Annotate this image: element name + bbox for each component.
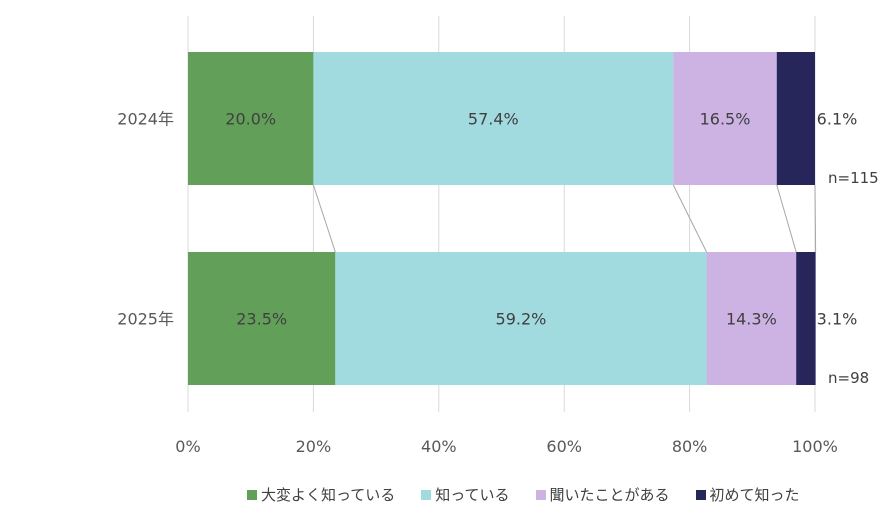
data-label: 57.4% <box>468 110 519 129</box>
x-axis-tick-labels: 0% 20% 40% 60% 80% 100% <box>175 437 838 456</box>
category-labels: 2024年 2025年 <box>117 110 174 329</box>
x-tick-label: 60% <box>546 437 582 456</box>
category-label: 2024年 <box>117 110 174 129</box>
x-tick-label: 80% <box>672 437 708 456</box>
legend-swatch <box>421 489 432 500</box>
series-lines <box>312 184 817 253</box>
series-line <box>814 184 817 253</box>
legend-item: 聞いたことがある <box>535 484 670 505</box>
legend-label: 知っている <box>435 486 510 504</box>
series-line <box>312 184 336 253</box>
data-label: 6.1% <box>817 110 858 129</box>
data-label: 3.1% <box>817 310 858 329</box>
legend-label: 聞いたことがある <box>549 486 670 504</box>
sample-size-label: n=98 <box>828 369 869 387</box>
legend-item: 大変よく知っている <box>247 484 395 505</box>
bar-segment <box>776 52 815 185</box>
bar-segment <box>706 252 797 385</box>
series-line <box>776 184 797 253</box>
legend: 大変よく知っている 知っている 聞いたことがある 初めて知った <box>247 484 800 505</box>
series-line <box>672 184 707 253</box>
legend-item: 知っている <box>421 484 510 505</box>
data-label: 14.3% <box>726 310 777 329</box>
x-tick-label: 0% <box>175 437 200 456</box>
data-label: 59.2% <box>496 310 547 329</box>
bars <box>188 52 816 385</box>
sample-size-label: n=115 <box>828 169 879 187</box>
legend-swatch <box>247 489 257 500</box>
x-tick-label: 20% <box>296 437 332 456</box>
legend-label: 大変よく知っている <box>261 486 396 504</box>
legend-item: 初めて知った <box>695 484 800 505</box>
legend-label: 初めて知った <box>709 486 800 504</box>
bar-segment <box>313 52 674 185</box>
bar-segment <box>188 52 314 185</box>
legend-swatch <box>535 489 546 500</box>
legend-swatch <box>695 489 706 500</box>
bar-labels: 20.0% 57.4% 16.5% 6.1% 23.5% 59.2% 14.3% 3.1% <box>225 110 857 329</box>
sample-size-labels: n=115 n=98 <box>828 169 879 387</box>
data-label: 16.5% <box>700 110 751 129</box>
bar-segment <box>188 252 336 385</box>
data-label: 20.0% <box>225 110 276 129</box>
data-label: 23.5% <box>236 310 287 329</box>
x-tick-label: 40% <box>421 437 457 456</box>
category-label: 2025年 <box>117 310 174 329</box>
bar-segment <box>673 52 777 185</box>
x-tick-label: 100% <box>792 437 838 456</box>
bar-segment <box>796 252 816 385</box>
bar-segment <box>335 252 707 385</box>
